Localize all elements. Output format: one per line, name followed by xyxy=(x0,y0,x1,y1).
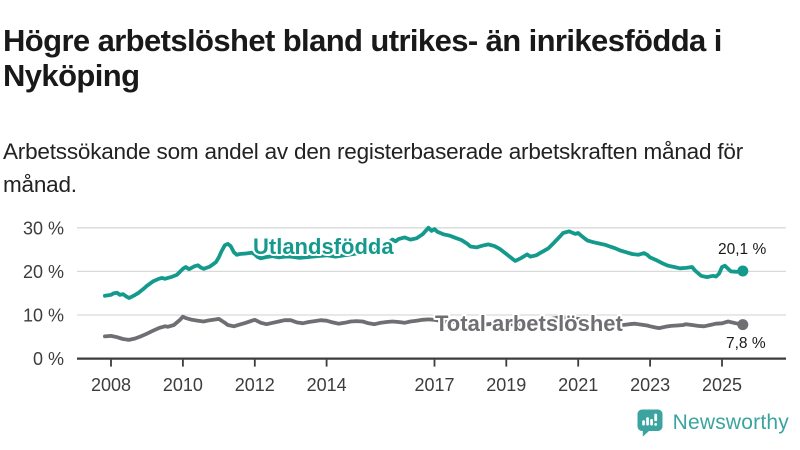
x-tick-label: 2014 xyxy=(307,375,347,395)
x-tick-label: 2025 xyxy=(702,375,742,395)
newsworthy-brand-name: Newsworthy xyxy=(672,410,789,434)
x-tick-label: 2023 xyxy=(630,375,670,395)
series-end-value-label: 20,1 % xyxy=(718,241,766,258)
y-tick-label: 10 % xyxy=(23,306,64,326)
y-tick-label: 20 % xyxy=(23,262,64,282)
series-name-label: Total arbetslöshet xyxy=(435,311,624,336)
x-tick-label: 2010 xyxy=(163,375,203,395)
x-tick-label: 2019 xyxy=(486,375,526,395)
page-title: Högre arbetslöshet bland utrikes- än inr… xyxy=(3,22,722,93)
series-end-value-label: 7,8 % xyxy=(726,335,766,352)
x-tick-label: 2012 xyxy=(235,375,275,395)
series-name-label: Utlandsfödda xyxy=(253,234,394,259)
x-tick-label: 2021 xyxy=(558,375,598,395)
y-tick-label: 30 % xyxy=(23,218,64,238)
unemployment-line-chart: 2008 2010 2012 2014 2017 2019 2021 2023 2025 30 %… xyxy=(23,218,786,395)
series-line xyxy=(103,225,745,300)
x-tick-label: 2017 xyxy=(414,375,454,395)
series-line xyxy=(103,314,745,342)
newsworthy-logo-icon xyxy=(635,407,665,438)
chart-subtitle: Arbetssökande som andel av den registerb… xyxy=(3,138,743,197)
series-end-dot xyxy=(737,319,749,331)
newsworthy-brand: Newsworthy xyxy=(635,407,789,438)
y-tick-label: 0 % xyxy=(33,349,64,369)
x-tick-label: 2008 xyxy=(91,375,131,395)
series-end-dot xyxy=(737,265,749,277)
